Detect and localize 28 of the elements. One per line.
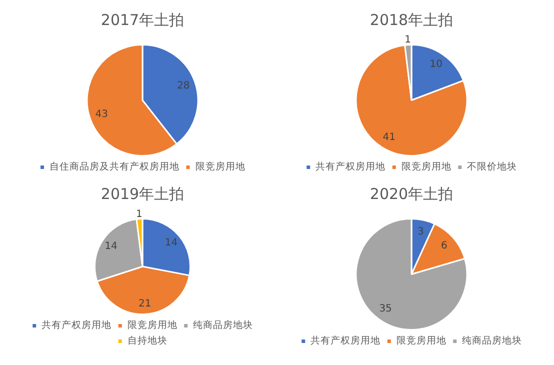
chart-title: 2019年土拍 xyxy=(100,184,184,203)
chart-title: 2020年土拍 xyxy=(370,184,454,203)
legend-label: 限竞房用地 xyxy=(396,334,446,347)
legend-label: 共有产权房用地 xyxy=(310,334,381,347)
data-label: 35 xyxy=(379,304,392,314)
legend-label: 限竞房用地 xyxy=(195,160,246,173)
data-label: 41 xyxy=(382,132,396,143)
legend-label: 自住商品房及共有产权房用地 xyxy=(50,160,180,173)
data-label: 43 xyxy=(95,108,108,120)
legend-label: 纯商品房地块 xyxy=(462,334,522,347)
data-label: 3 xyxy=(418,226,424,238)
data-label: 14 xyxy=(104,241,118,252)
legend-label: 共有产权房用地 xyxy=(42,319,112,332)
chart-title: 2018年土拍 xyxy=(370,10,454,29)
data-label: 28 xyxy=(177,80,190,92)
legend-label: 自持地块 xyxy=(127,334,168,347)
legend-label: 纯商品房地块 xyxy=(193,319,254,332)
legend-label: 限竞房用地 xyxy=(401,160,452,173)
data-label: 21 xyxy=(138,298,152,310)
data-label: 1 xyxy=(404,34,412,46)
legend-label: 共有产权房用地 xyxy=(316,160,386,173)
data-label: 14 xyxy=(164,237,178,248)
chart-title: 2017年土拍 xyxy=(100,10,184,29)
data-label: 1 xyxy=(136,209,142,220)
data-label: 10 xyxy=(430,59,442,70)
data-label: 6 xyxy=(441,240,448,252)
legend-label: 不限价地块 xyxy=(467,160,518,173)
legend-label: 限竞房用地 xyxy=(127,319,178,332)
